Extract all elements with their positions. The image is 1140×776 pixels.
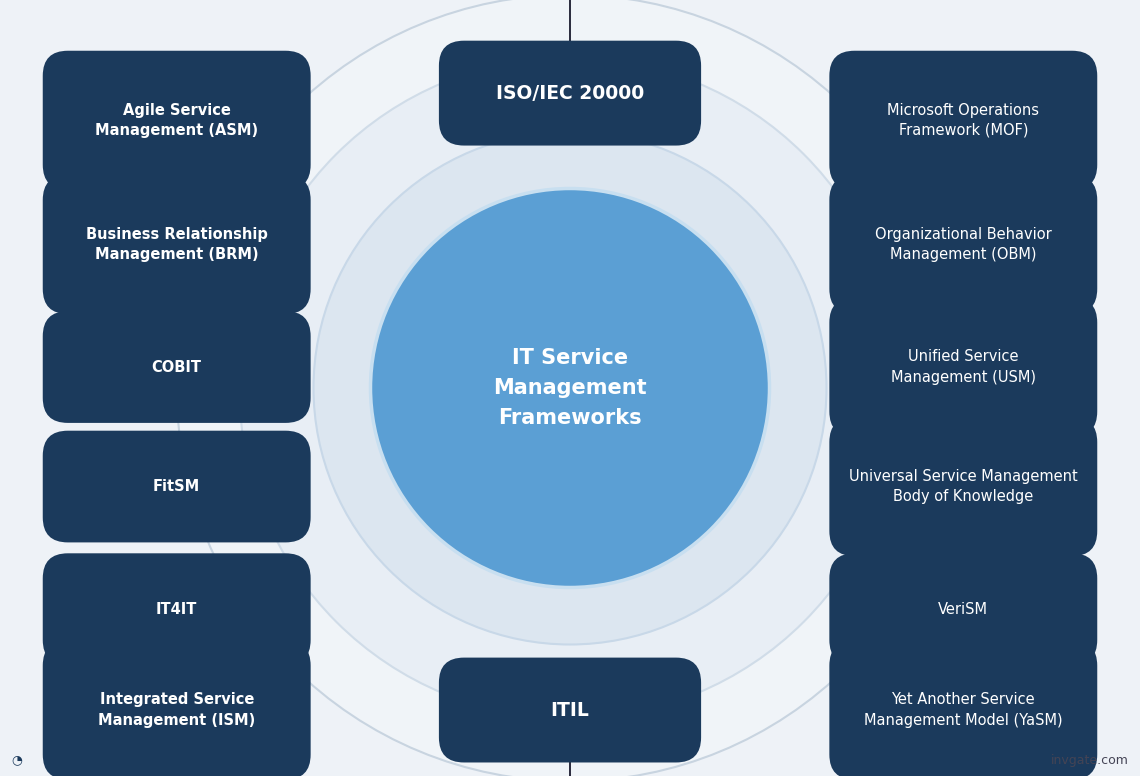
Circle shape	[177, 0, 963, 776]
FancyBboxPatch shape	[829, 553, 1097, 665]
Text: IT4IT: IT4IT	[156, 601, 197, 617]
Text: Unified Service
Management (USM): Unified Service Management (USM)	[890, 349, 1036, 385]
Text: invgate.com: invgate.com	[1051, 753, 1129, 767]
FancyBboxPatch shape	[829, 417, 1097, 556]
Text: FitSM: FitSM	[153, 479, 201, 494]
Text: ◔: ◔	[11, 753, 23, 767]
Circle shape	[239, 57, 901, 719]
FancyBboxPatch shape	[829, 175, 1097, 314]
Circle shape	[370, 189, 770, 587]
FancyBboxPatch shape	[439, 657, 701, 763]
Text: Business Relationship
Management (BRM): Business Relationship Management (BRM)	[86, 227, 268, 262]
Text: Universal Service Management
Body of Knowledge: Universal Service Management Body of Kno…	[849, 469, 1077, 504]
FancyBboxPatch shape	[43, 50, 310, 190]
Text: Microsoft Operations
Framework (MOF): Microsoft Operations Framework (MOF)	[887, 102, 1040, 138]
Text: Integrated Service
Management (ISM): Integrated Service Management (ISM)	[98, 692, 255, 728]
FancyBboxPatch shape	[829, 50, 1097, 190]
Circle shape	[314, 131, 826, 645]
FancyBboxPatch shape	[439, 40, 701, 146]
Text: COBIT: COBIT	[152, 359, 202, 375]
Text: IT Service
Management
Frameworks: IT Service Management Frameworks	[494, 348, 646, 428]
FancyBboxPatch shape	[43, 431, 310, 542]
FancyBboxPatch shape	[43, 553, 310, 665]
Text: Agile Service
Management (ASM): Agile Service Management (ASM)	[95, 102, 259, 138]
FancyBboxPatch shape	[829, 297, 1097, 437]
Text: Yet Another Service
Management Model (YaSM): Yet Another Service Management Model (Ya…	[864, 692, 1062, 728]
FancyBboxPatch shape	[43, 640, 310, 776]
FancyBboxPatch shape	[43, 175, 310, 314]
Text: ISO/IEC 20000: ISO/IEC 20000	[496, 84, 644, 102]
Text: VeriSM: VeriSM	[938, 601, 988, 617]
Text: ITIL: ITIL	[551, 701, 589, 719]
FancyBboxPatch shape	[43, 311, 310, 423]
Text: Organizational Behavior
Management (OBM): Organizational Behavior Management (OBM)	[874, 227, 1052, 262]
FancyBboxPatch shape	[829, 640, 1097, 776]
